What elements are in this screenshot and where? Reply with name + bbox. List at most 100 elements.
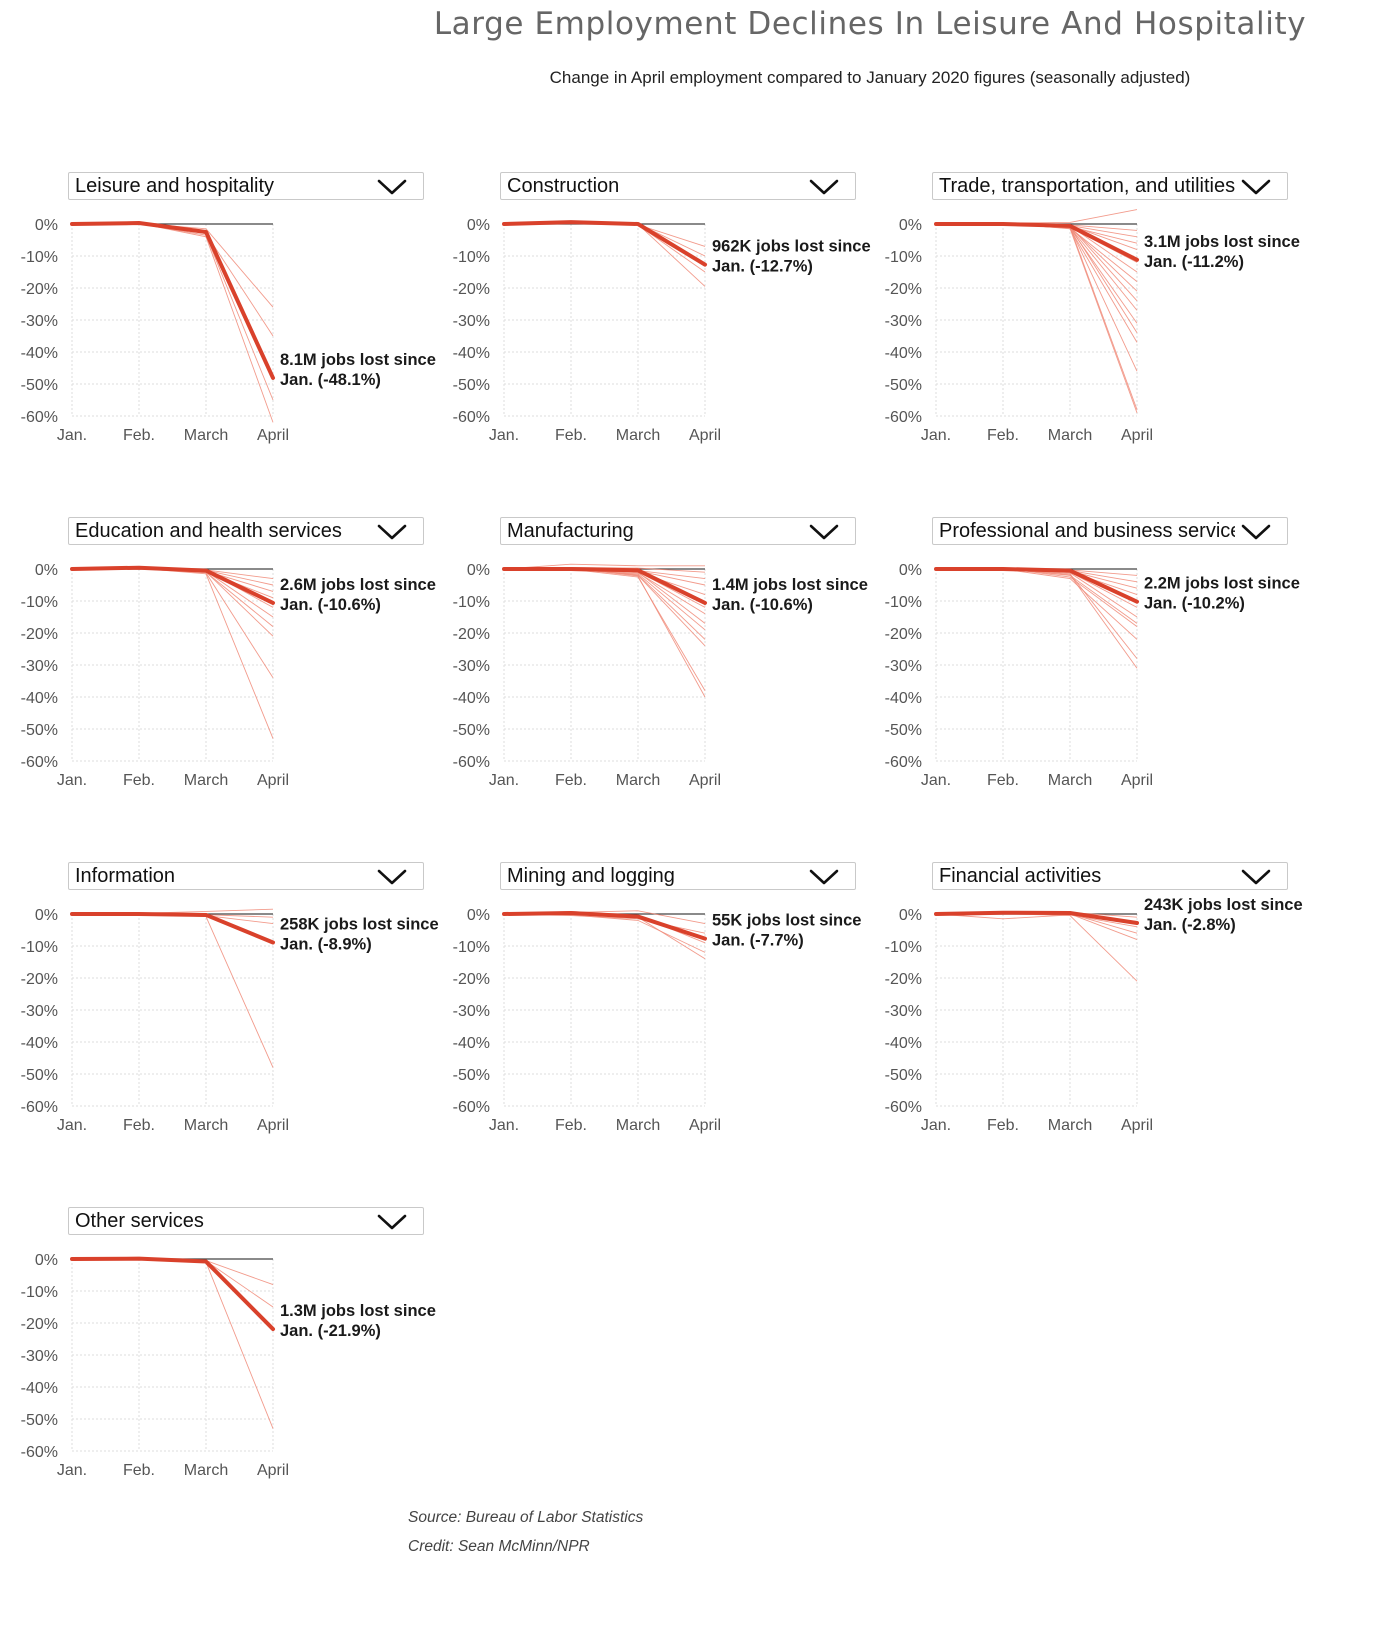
y-tick-label: -10% (453, 594, 490, 611)
industry-dropdown[interactable]: Mining and logging (500, 862, 856, 890)
industry-dropdown[interactable]: Trade, transportation, and utilities (932, 172, 1288, 200)
y-tick-label: -50% (21, 1067, 58, 1084)
line-chart: 0% -10% -20% -30% -40% -50% -60%Jan. Feb. March A… (453, 217, 871, 444)
annotation-label: 55K jobs lost since (712, 912, 861, 930)
y-tick-label: -40% (885, 345, 922, 362)
industry-total-line (70, 565, 275, 605)
y-tick-label: -40% (453, 1035, 490, 1052)
y-tick-label: -60% (21, 409, 58, 426)
panel-3: Trade, transportation, and utilities 0% -1… (864, 172, 1304, 472)
x-tick-label: March (184, 427, 228, 444)
annotation-label: Jan. (-8.9%) (280, 935, 372, 953)
panel-7: Information 0% -10% -20% -30% -40% -50% -60% Jan… (0, 862, 440, 1162)
y-tick-label: -50% (885, 377, 922, 394)
x-tick-label: Jan. (489, 427, 519, 444)
industry-dropdown-label: Mining and logging (507, 865, 675, 887)
industry-dropdown[interactable]: Education and health services (68, 517, 424, 545)
y-tick-label: 0% (899, 562, 922, 579)
industry-total-line (502, 220, 707, 267)
industry-dropdown[interactable]: Construction (500, 172, 856, 200)
x-tick-label: Jan. (57, 1462, 87, 1479)
panel-6: Professional and business services 0% -10%… (864, 517, 1304, 817)
annotation-label: 2.6M jobs lost since (280, 576, 436, 594)
annotation-label: 243K jobs lost since (1144, 896, 1303, 914)
y-tick-label: -60% (453, 754, 490, 771)
annotation-label: Jan. (-7.7%) (712, 932, 804, 950)
source-note: Source: Bureau of Labor Statistics (408, 1509, 644, 1526)
annotation-label: Jan. (-11.2%) (1144, 253, 1244, 271)
subsector-series-line (503, 912, 706, 960)
panel-9: Financial activities 0% -10% -20% -30% -40% -5… (864, 862, 1304, 1162)
industry-total-line (70, 221, 275, 380)
industry-dropdown[interactable]: Leisure and hospitality (68, 172, 424, 200)
y-tick-label: -40% (21, 1035, 58, 1052)
x-tick-label: Jan. (921, 427, 951, 444)
industry-dropdown-label: Leisure and hospitality (75, 175, 275, 197)
subsector-series-line (71, 568, 274, 679)
line-chart: 0% -10% -20% -30% -40% -50% -60%Jan. Feb. March A… (885, 209, 1300, 444)
x-tick-label: April (257, 1462, 289, 1479)
industry-dropdown-label: Information (75, 865, 176, 887)
x-tick-label: Feb. (555, 772, 587, 789)
chevron-down-icon (377, 179, 407, 195)
panel-1: Leisure and hospitality 0% -10% -20% -30% -40… (0, 172, 440, 472)
y-tick-label: -30% (453, 1003, 490, 1020)
subsector-series-line (935, 567, 1138, 659)
y-tick-label: -10% (21, 249, 58, 266)
y-tick-label: -30% (453, 313, 490, 330)
subsector-series-line (503, 568, 706, 631)
x-tick-label: April (689, 772, 721, 789)
y-tick-label: -20% (885, 626, 922, 643)
y-tick-label: -60% (885, 409, 922, 426)
subsector-series-line (71, 222, 274, 337)
line-chart: 0% -10% -20% -30% -40% -50% -60%Jan. Feb. March A… (453, 907, 862, 1134)
y-tick-label: -50% (885, 722, 922, 739)
industry-dropdown[interactable]: Other services (68, 1207, 424, 1235)
industry-dropdown[interactable]: Manufacturing (500, 517, 856, 545)
subsector-series-line (71, 567, 274, 599)
subsector-series-line (72, 1258, 274, 1429)
subsector-series-line (71, 913, 274, 1068)
x-tick-label: Feb. (987, 1117, 1019, 1134)
subsector-series-line (503, 222, 706, 247)
x-tick-label: March (184, 1462, 228, 1479)
subsector-series-line (71, 222, 274, 423)
y-tick-label: -20% (885, 281, 922, 298)
y-tick-label: -20% (453, 626, 490, 643)
subsector-series-line (935, 913, 1138, 982)
industry-dropdown[interactable]: Information (68, 862, 424, 890)
y-tick-label: -60% (21, 754, 58, 771)
y-tick-label: -60% (885, 1099, 922, 1116)
annotation-label: Jan. (-10.6%) (280, 596, 381, 614)
y-tick-label: -60% (453, 1099, 490, 1116)
x-tick-label: April (257, 427, 289, 444)
industry-dropdown-label: Other services (75, 1210, 204, 1232)
x-tick-label: Jan. (489, 772, 519, 789)
x-tick-label: April (1121, 1117, 1153, 1134)
y-tick-label: -20% (885, 971, 922, 988)
line-chart: 0% -10% -20% -30% -40% -50% -60%Jan. Feb. March A… (21, 1252, 436, 1479)
subsector-series-line (503, 567, 706, 647)
y-tick-label: -40% (21, 690, 58, 707)
x-tick-label: April (689, 1117, 721, 1134)
subsector-series-line (71, 1258, 274, 1286)
y-tick-label: -40% (21, 1380, 58, 1397)
line-chart: 0% -10% -20% -30% -40% -50% -60%Jan. Feb. March A… (453, 562, 868, 789)
subsector-series-line (71, 567, 274, 627)
x-tick-label: Feb. (987, 772, 1019, 789)
y-tick-label: -10% (453, 249, 490, 266)
industry-total-line (502, 911, 707, 941)
industry-dropdown[interactable]: Professional and business services (932, 517, 1288, 545)
chevron-down-icon (1241, 524, 1271, 540)
industry-dropdown[interactable]: Financial activities (932, 862, 1288, 890)
y-tick-label: -40% (453, 345, 490, 362)
y-tick-label: -30% (453, 658, 490, 675)
x-tick-label: March (1048, 772, 1092, 789)
annotation-label: 2.2M jobs lost since (1144, 575, 1300, 593)
x-tick-label: April (257, 1117, 289, 1134)
y-tick-label: -30% (21, 1003, 58, 1020)
annotation-label: Jan. (-10.6%) (712, 596, 813, 614)
x-tick-label: Jan. (57, 427, 87, 444)
subsector-series-line (935, 913, 1138, 928)
y-tick-label: -50% (453, 1067, 490, 1084)
